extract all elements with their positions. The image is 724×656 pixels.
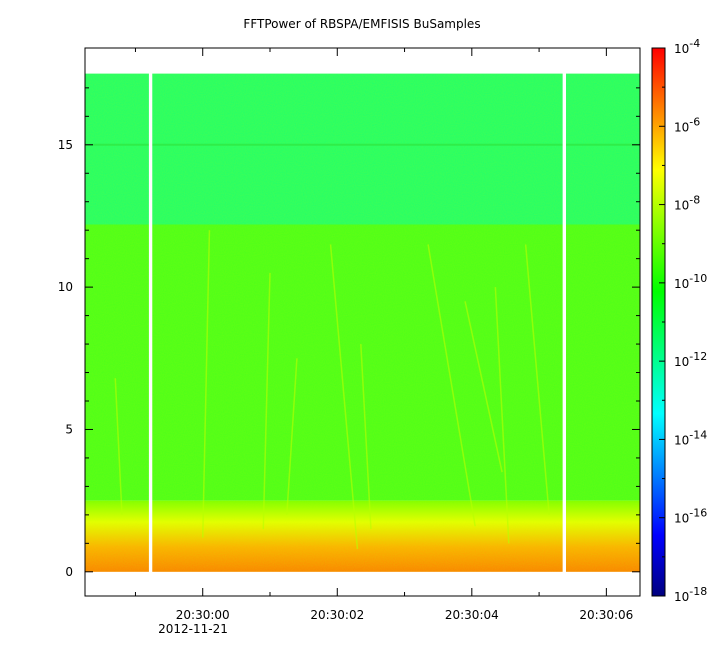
x-tick-label: 20:30:02	[310, 608, 364, 622]
streak	[524, 244, 550, 515]
y-tick-label: 10	[58, 280, 73, 294]
colorbar-tick-label: 10-12	[674, 350, 707, 369]
colorbar-tick-label: 10-16	[674, 507, 707, 526]
x-tick-label: 20:30:00	[176, 608, 230, 622]
colorbar: 10-4 10-6 10-8 10-10 10-12 10-14 10-16 10-18	[651, 37, 707, 604]
data-gap	[148, 72, 153, 573]
x-tick-label: 20:30:04	[445, 608, 499, 622]
colorbar-tick-label: 10-6	[674, 115, 700, 134]
streak	[427, 244, 476, 527]
spectrogram-image	[85, 72, 640, 573]
data-gap	[562, 72, 566, 573]
y-tick-label: 5	[65, 422, 73, 436]
colorbar-tick-label: 10-18	[674, 585, 707, 604]
streak	[114, 378, 123, 515]
y-tick-label: 15	[58, 138, 73, 152]
streak	[360, 344, 372, 530]
streak	[494, 287, 510, 544]
colorbar-tick-label: 10-4	[674, 37, 700, 56]
x-axis: 20:30:00 20:30:02 20:30:04 20:30:06	[134, 48, 633, 622]
x-tick-label: 20:30:06	[579, 608, 633, 622]
chart-title: FFTPower of RBSPA/EMFISIS BuSamples	[243, 17, 481, 31]
colorbar-tick-label: 10-10	[674, 272, 707, 291]
colorbar-tick-label: 10-14	[674, 428, 707, 447]
streak	[201, 230, 211, 538]
streak	[286, 358, 298, 515]
streak	[464, 301, 503, 473]
x-date-label: 2012-11-21	[158, 622, 228, 636]
y-tick-label: 0	[65, 565, 73, 579]
y-axis: 0 5 10 15	[58, 87, 640, 579]
plot-frame	[84, 47, 641, 597]
colorbar-tick-label: 10-8	[674, 194, 700, 213]
streak	[329, 244, 359, 550]
streak	[262, 272, 271, 530]
noise-texture	[85, 73, 640, 572]
